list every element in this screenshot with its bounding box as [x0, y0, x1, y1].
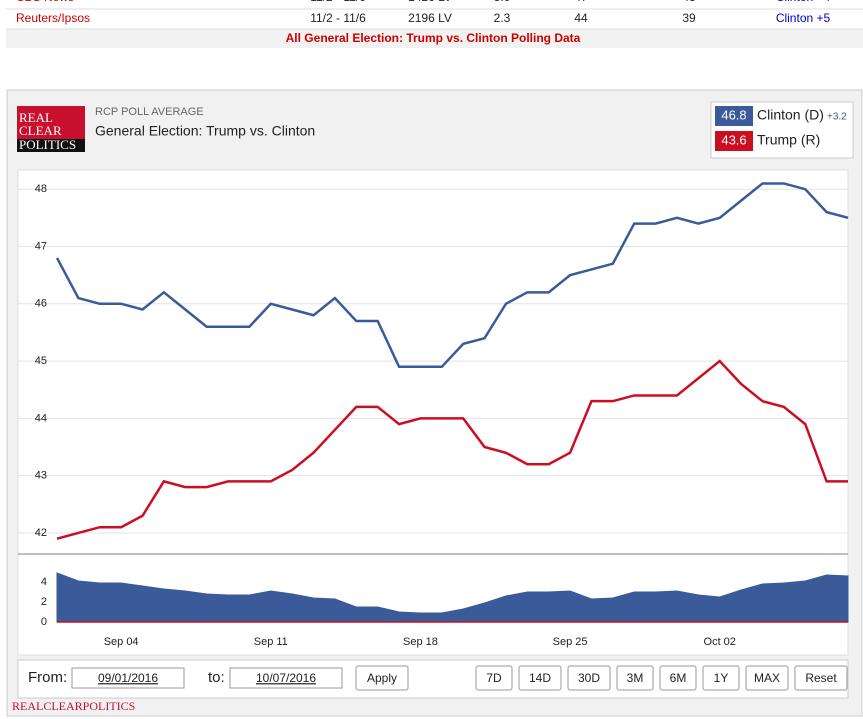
- date-input[interactable]: [71, 667, 185, 689]
- date-input[interactable]: [229, 667, 343, 689]
- table-cell: 2.3: [494, 11, 511, 25]
- legend-swatch: [715, 131, 753, 151]
- table-cell[interactable]: Clinton +4: [776, 0, 831, 4]
- range-label[interactable]: 1Y: [714, 671, 729, 685]
- table-cell: 11/2 - 11/6: [310, 11, 366, 25]
- table-cell: 2196 LV: [408, 11, 452, 25]
- table-cell: 1426 LV: [408, 0, 452, 4]
- series-line: [55, 182, 849, 369]
- y-tick-label: 2: [41, 596, 47, 608]
- x-tick-label: Sep 11: [254, 636, 288, 648]
- apply-label[interactable]: Apply: [367, 671, 397, 685]
- legend-value: 43.6: [721, 132, 746, 147]
- x-tick-label: Sep 04: [104, 636, 139, 648]
- y-tick-label: 0: [41, 616, 47, 628]
- legend-change: +3.2: [827, 112, 847, 123]
- table-cell: 44: [574, 11, 588, 25]
- apply-button[interactable]: [355, 665, 409, 691]
- chart-title: General Election: Trump vs. Clinton: [95, 123, 315, 139]
- link-row: [6, 29, 863, 48]
- table-cell[interactable]: Reuters/Ipsos: [16, 11, 90, 25]
- range-button[interactable]: [616, 665, 654, 691]
- widget-label: RCP POLL AVERAGE: [95, 106, 204, 118]
- table-cell: 11/2 - 11/6: [310, 0, 366, 4]
- date-value[interactable]: 10/07/2016: [256, 671, 316, 685]
- range-label[interactable]: 30D: [578, 671, 600, 685]
- range-label[interactable]: Reset: [805, 671, 837, 685]
- date-value[interactable]: 09/01/2016: [98, 671, 158, 685]
- range-label[interactable]: 6M: [670, 671, 687, 685]
- to-label: to:: [208, 669, 225, 686]
- table-cell[interactable]: Clinton +5: [776, 11, 831, 25]
- x-tick-label: Sep 18: [403, 636, 438, 648]
- range-button[interactable]: [794, 665, 848, 691]
- range-button[interactable]: [702, 665, 740, 691]
- chart-area: [17, 169, 849, 656]
- range-button[interactable]: [745, 665, 789, 691]
- y-tick-label: 4: [41, 576, 47, 588]
- range-button[interactable]: [659, 665, 697, 691]
- legend-label: Clinton (D): [757, 107, 824, 123]
- range-button[interactable]: [475, 665, 513, 691]
- y-tick-label: 48: [35, 183, 47, 195]
- logo-text: REAL: [19, 110, 53, 125]
- series-area: [56, 572, 849, 623]
- x-tick-label: Sep 25: [553, 636, 588, 648]
- legend-label: Trump (R): [757, 132, 820, 148]
- y-tick-label: 45: [35, 355, 47, 367]
- y-tick-label: 43: [35, 470, 47, 482]
- table-cell: 43: [682, 0, 696, 4]
- footer: REALCLEARPOLITICS: [12, 699, 135, 713]
- table-cell: 3.0: [494, 0, 511, 4]
- polling-link[interactable]: All General Election: Trump vs. Clinton …: [286, 31, 581, 45]
- range-label[interactable]: 14D: [529, 671, 551, 685]
- y-tick-label: 46: [35, 298, 47, 310]
- x-tick-label: Oct 02: [704, 636, 736, 648]
- range-button[interactable]: [567, 665, 611, 691]
- y-tick-label: 47: [35, 240, 47, 252]
- series-line: [56, 359, 848, 540]
- y-tick-label: 42: [35, 527, 47, 539]
- range-label[interactable]: MAX: [754, 671, 780, 685]
- table-cell[interactable]: CBS News: [16, 0, 74, 4]
- range-label[interactable]: 7D: [486, 671, 502, 685]
- legend-swatch: [715, 106, 753, 126]
- y-tick-label: 44: [35, 412, 47, 424]
- legend-value: 46.8: [721, 107, 746, 122]
- table-cell: 39: [682, 11, 696, 25]
- logo-text: CLEAR: [19, 123, 62, 138]
- from-label: From:: [28, 669, 67, 686]
- table-cell: 47: [574, 0, 588, 4]
- logo-text: POLITICS: [19, 137, 76, 152]
- logo-strip: [17, 139, 85, 152]
- range-label[interactable]: 3M: [627, 671, 644, 685]
- range-button[interactable]: [518, 665, 562, 691]
